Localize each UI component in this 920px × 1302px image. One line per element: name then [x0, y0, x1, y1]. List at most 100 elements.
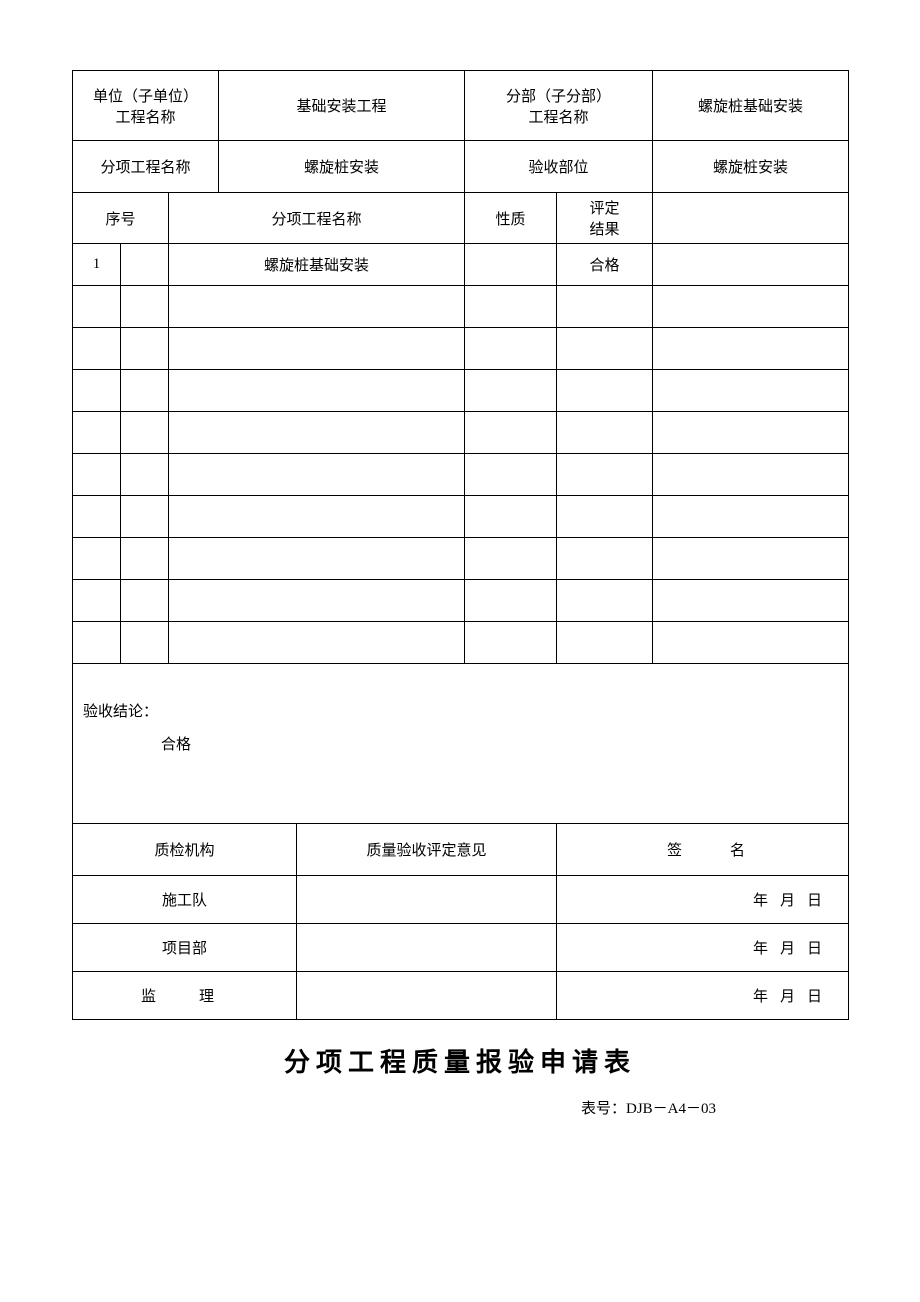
- hdr-part-label: 验收部位: [465, 141, 653, 193]
- cell-sub: [121, 286, 169, 328]
- footer-opinion-1: [297, 876, 557, 924]
- footer-org-3: 监 理: [73, 972, 297, 1020]
- inspection-table: 单位（子单位） 工程名称 基础安装工程 分部（子分部） 工程名称 螺旋桩基础安装…: [72, 70, 849, 1020]
- cell-nature: [465, 538, 557, 580]
- cell-nature: [465, 622, 557, 664]
- table-row: [73, 370, 849, 412]
- col-blank: [653, 193, 849, 244]
- cell-result: [557, 580, 653, 622]
- table-row: [73, 580, 849, 622]
- footer-opinion-2: [297, 924, 557, 972]
- cell-result: 合格: [557, 244, 653, 286]
- hdr-part-value: 螺旋桩安装: [653, 141, 849, 193]
- cell-name: [169, 622, 465, 664]
- table-row: 1 螺旋桩基础安装 合格: [73, 244, 849, 286]
- hdr-section-label: 分部（子分部） 工程名称: [465, 71, 653, 141]
- form-number: 表号：DJB－A4－03: [72, 1097, 848, 1118]
- cell-seq: [73, 538, 121, 580]
- footer-date-1: 年月日: [557, 876, 849, 924]
- header-row-1: 单位（子单位） 工程名称 基础安装工程 分部（子分部） 工程名称 螺旋桩基础安装: [73, 71, 849, 141]
- cell-sub: [121, 454, 169, 496]
- cell-sub: [121, 580, 169, 622]
- footer-row-1: 施工队 年月日: [73, 876, 849, 924]
- cell-sub: [121, 328, 169, 370]
- cell-nature: [465, 454, 557, 496]
- cell-result: [557, 286, 653, 328]
- cell-blank: [653, 328, 849, 370]
- footer-row-2: 项目部 年月日: [73, 924, 849, 972]
- cell-seq: [73, 286, 121, 328]
- conclusion-label: 验收结论：: [83, 700, 840, 721]
- cell-nature: [465, 244, 557, 286]
- table-row: [73, 454, 849, 496]
- cell-sub: [121, 244, 169, 286]
- cell-blank: [653, 286, 849, 328]
- cell-name: [169, 286, 465, 328]
- cell-nature: [465, 286, 557, 328]
- table-row: [73, 622, 849, 664]
- cell-seq: [73, 370, 121, 412]
- footer-col-opinion: 质量验收评定意见: [297, 824, 557, 876]
- page-title: 分项工程质量报验申请表: [72, 1042, 848, 1079]
- hdr-unit-value: 基础安装工程: [219, 71, 465, 141]
- cell-result: [557, 538, 653, 580]
- table-row: [73, 286, 849, 328]
- cell-name: [169, 370, 465, 412]
- cell-name: [169, 580, 465, 622]
- cell-seq: [73, 328, 121, 370]
- footer-col-sign: 签名: [557, 824, 849, 876]
- hdr-item-value: 螺旋桩安装: [219, 141, 465, 193]
- cell-name: [169, 538, 465, 580]
- cell-result: [557, 622, 653, 664]
- cell-seq: [73, 622, 121, 664]
- cell-result: [557, 496, 653, 538]
- cell-nature: [465, 328, 557, 370]
- col-name: 分项工程名称: [169, 193, 465, 244]
- cell-result: [557, 412, 653, 454]
- cell-name: 螺旋桩基础安装: [169, 244, 465, 286]
- cell-blank: [653, 580, 849, 622]
- cell-result: [557, 328, 653, 370]
- conclusion-value: 合格: [83, 733, 840, 754]
- cell-blank: [653, 538, 849, 580]
- column-header-row: 序号 分项工程名称 性质 评定 结果: [73, 193, 849, 244]
- cell-sub: [121, 496, 169, 538]
- cell-nature: [465, 412, 557, 454]
- col-seq: 序号: [73, 193, 169, 244]
- col-nature: 性质: [465, 193, 557, 244]
- cell-result: [557, 370, 653, 412]
- hdr-section-value: 螺旋桩基础安装: [653, 71, 849, 141]
- cell-blank: [653, 454, 849, 496]
- cell-sub: [121, 538, 169, 580]
- header-row-2: 分项工程名称 螺旋桩安装 验收部位 螺旋桩安装: [73, 141, 849, 193]
- col-result: 评定 结果: [557, 193, 653, 244]
- table-row: [73, 412, 849, 454]
- hdr-unit-label: 单位（子单位） 工程名称: [73, 71, 219, 141]
- cell-seq: 1: [73, 244, 121, 286]
- table-row: [73, 538, 849, 580]
- cell-nature: [465, 370, 557, 412]
- cell-seq: [73, 580, 121, 622]
- cell-sub: [121, 622, 169, 664]
- hdr-item-label: 分项工程名称: [73, 141, 219, 193]
- cell-sub: [121, 370, 169, 412]
- footer-header-row: 质检机构 质量验收评定意见 签名: [73, 824, 849, 876]
- footer-org-2: 项目部: [73, 924, 297, 972]
- cell-nature: [465, 580, 557, 622]
- footer-date-3: 年月日: [557, 972, 849, 1020]
- cell-blank: [653, 622, 849, 664]
- cell-name: [169, 496, 465, 538]
- footer-date-2: 年月日: [557, 924, 849, 972]
- footer-org-1: 施工队: [73, 876, 297, 924]
- cell-name: [169, 412, 465, 454]
- cell-seq: [73, 496, 121, 538]
- table-row: [73, 496, 849, 538]
- cell-sub: [121, 412, 169, 454]
- table-row: [73, 328, 849, 370]
- cell-name: [169, 328, 465, 370]
- cell-blank: [653, 370, 849, 412]
- cell-seq: [73, 412, 121, 454]
- cell-blank: [653, 496, 849, 538]
- cell-nature: [465, 496, 557, 538]
- cell-seq: [73, 454, 121, 496]
